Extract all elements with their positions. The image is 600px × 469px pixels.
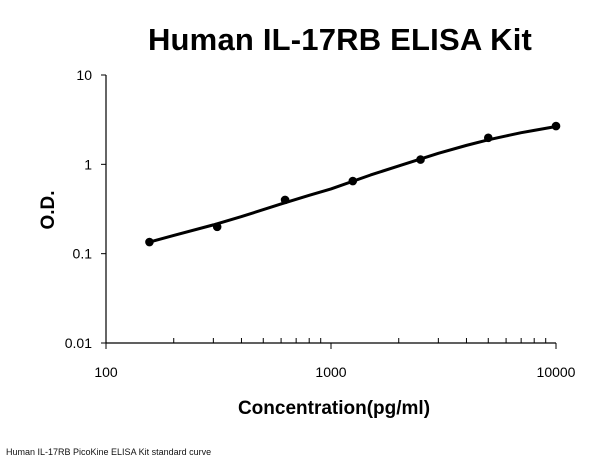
data-point [280,195,290,205]
x-axis-label: Concentration(pg/ml) [238,398,430,419]
data-point [416,155,425,164]
x-tick-label: 1000 [315,364,346,380]
y-tick-label: 10 [76,67,92,83]
axis-ticks: 100 1000 10000 10 1 0.1 0.01 [65,67,576,380]
y-axis-label: O.D. [38,190,59,229]
fit-curve-group [147,125,558,244]
y-tick-label: 1 [84,156,92,172]
chart-title: Human IL-17RB ELISA Kit [147,22,533,57]
y-tick-label: 0.1 [73,246,93,262]
data-points [145,121,561,247]
axes [105,75,556,344]
data-point [212,222,222,232]
data-point [551,121,561,131]
data-point [483,133,493,143]
x-tick-label: 10000 [537,364,576,380]
axis-labels: Concentration(pg/ml) O.D. [38,190,430,419]
figure-caption: Human IL-17RB PicoKine ELISA Kit standar… [6,447,212,457]
y-tick-label: 0.01 [65,335,92,351]
x-tick-label: 100 [94,364,118,380]
fit-curve [147,125,558,244]
data-point [348,176,358,186]
data-point [145,237,154,247]
